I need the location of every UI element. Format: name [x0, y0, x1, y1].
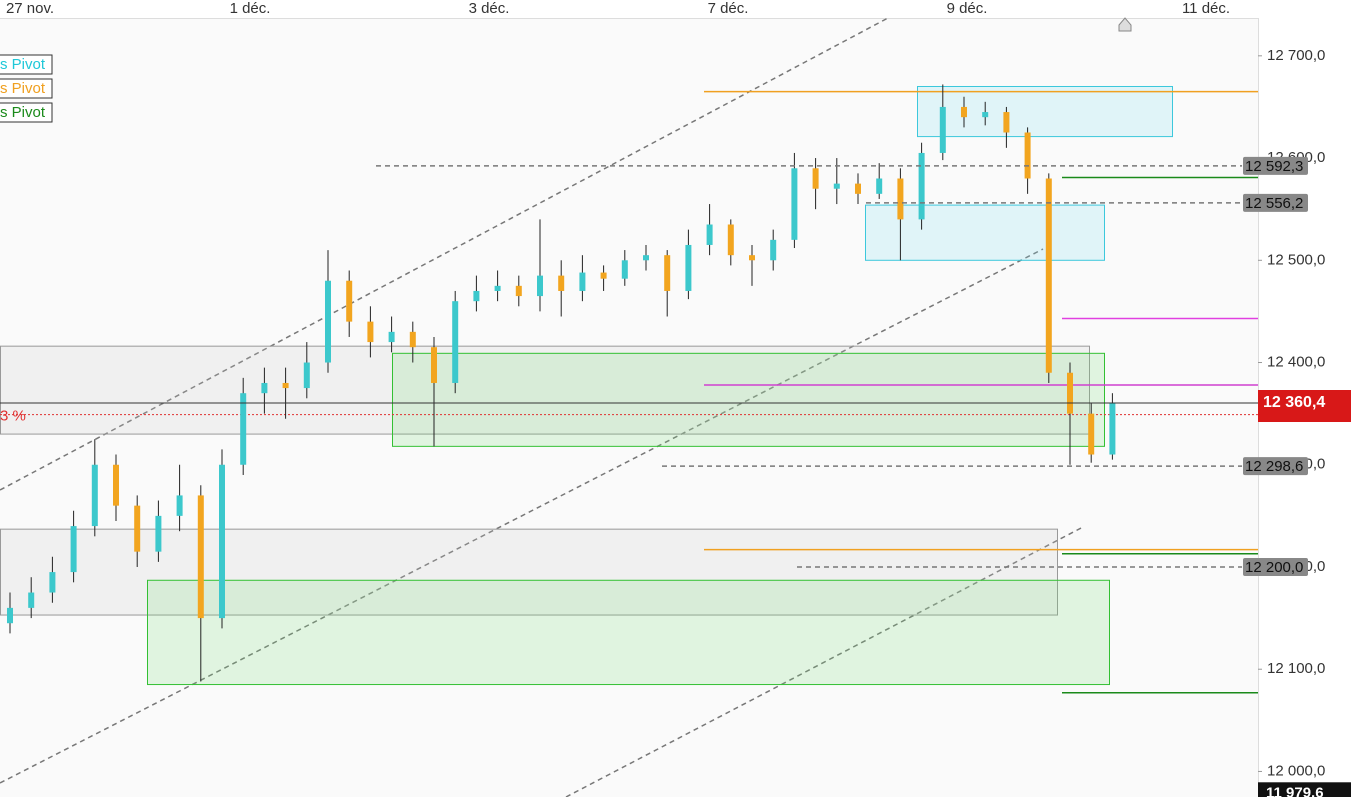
candle-body: [558, 275, 565, 291]
tag-label: 12 200,0: [1245, 559, 1303, 576]
trend-lines: [0, 17, 1084, 798]
candle-body: [219, 464, 225, 619]
candle-body: [325, 280, 331, 363]
candle-body: [452, 301, 459, 383]
candle-body: [643, 255, 649, 261]
tag-box: [1243, 557, 1308, 576]
candle-body: [791, 168, 798, 240]
candle-body: [897, 178, 904, 220]
x-tick-label: 3 déc.: [469, 0, 510, 17]
candle-body: [537, 275, 543, 297]
tag-box: [1243, 193, 1308, 212]
candle-body: [303, 362, 310, 389]
y-tick-label: 12 700,0: [1267, 47, 1325, 64]
candle-body: [346, 280, 353, 322]
candle-body: [240, 393, 247, 465]
y-tick-label: 12 100,0: [1267, 660, 1325, 677]
candle-body: [197, 495, 204, 619]
tag-label: 12 298,6: [1245, 458, 1303, 475]
low-price-label: 11 979,6: [1266, 784, 1324, 797]
candle-body: [176, 495, 183, 516]
zone: [147, 579, 1110, 686]
candle-body: [1088, 413, 1095, 455]
x-tick-label: 7 déc.: [708, 0, 749, 17]
candle-body: [367, 321, 374, 343]
candle-body: [494, 285, 501, 291]
candle-body: [282, 382, 289, 389]
last-price-label: 12 360,4: [1263, 394, 1325, 411]
legend-label: s Pivot: [0, 80, 46, 97]
candle-body: [155, 515, 162, 552]
x-tick-label: 1 déc.: [230, 0, 271, 17]
candle-body: [1045, 178, 1052, 373]
candle-body: [261, 382, 268, 394]
tag-box: [1243, 156, 1308, 175]
candle-body: [876, 178, 883, 194]
candle-body: [7, 607, 13, 624]
candle-body: [833, 183, 840, 189]
y-tick-label: 12 000,0: [1267, 762, 1325, 779]
candle-body: [706, 224, 713, 245]
y-tick-label: 12 400,0: [1267, 353, 1325, 370]
legend-box: [0, 54, 53, 75]
y-tick-label: 12 500,0: [1267, 251, 1325, 268]
plot-bg: [0, 18, 1258, 797]
zone: [0, 528, 1058, 616]
candle-body: [812, 168, 819, 189]
candle-body: [1067, 372, 1073, 414]
candle-body: [749, 255, 755, 261]
candle-body: [918, 152, 925, 220]
trend-line: [565, 526, 1084, 798]
tag-label: 12 556,2: [1245, 195, 1303, 212]
candle-body: [431, 347, 437, 383]
candle-body: [685, 244, 692, 291]
trend-line: [0, 248, 1044, 784]
zone: [392, 352, 1105, 447]
candle-body: [982, 112, 989, 118]
tag-box: [1243, 457, 1308, 476]
candle-body: [1003, 112, 1010, 133]
candle-body: [49, 572, 56, 593]
x-tick-label: 9 déc.: [947, 0, 988, 17]
x-tick-label: 27 nov.: [6, 0, 54, 17]
candle-body: [939, 106, 946, 153]
trend-line: [0, 17, 889, 491]
candle-body: [134, 505, 141, 552]
candle-body: [113, 464, 119, 506]
legend-label: s Pivot: [0, 104, 46, 121]
zone: [917, 85, 1173, 138]
ref-label: 3 %: [0, 408, 26, 425]
x-tick-label: 11 déc.: [1182, 0, 1230, 17]
candle-body: [600, 272, 607, 279]
tag-label: 12 592,3: [1245, 158, 1303, 175]
candle-body: [473, 290, 480, 302]
legend-box: [0, 102, 53, 123]
last-price-box: [1258, 390, 1351, 423]
home-icon[interactable]: [1118, 17, 1132, 32]
legend-label: s Pivot: [0, 56, 46, 73]
candle-body: [91, 464, 98, 527]
zone: [865, 204, 1105, 261]
candle-body: [409, 331, 416, 348]
candle-body: [70, 526, 77, 573]
zone: [0, 345, 1090, 435]
legend-box: [0, 78, 53, 99]
candle-body: [1024, 132, 1031, 179]
candle-body: [515, 285, 522, 297]
candle-body: [727, 224, 734, 256]
candle-body: [664, 255, 671, 291]
candle-body: [621, 260, 628, 279]
candle-body: [961, 106, 967, 118]
candle-body: [388, 331, 395, 343]
candle-body: [770, 239, 777, 261]
candle-body: [1109, 403, 1116, 455]
candle-body: [855, 183, 861, 194]
candle-body: [579, 272, 586, 291]
candle-body: [28, 592, 35, 608]
